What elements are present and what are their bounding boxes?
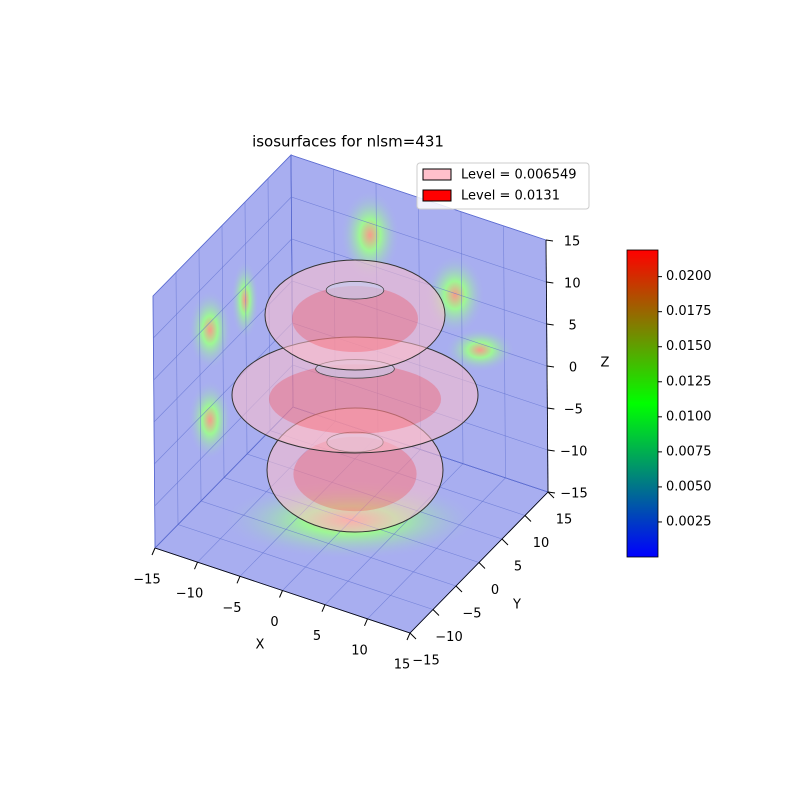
isosurface-inner — [293, 436, 417, 512]
isosurface-inner — [292, 286, 418, 352]
colorbar-tick-label: 0.0125 — [666, 374, 712, 389]
y-axis-label: Y — [512, 598, 521, 613]
x-tick — [279, 590, 283, 598]
grid-line — [153, 238, 547, 381]
x-tick-label: −10 — [176, 587, 203, 602]
x-tick-label: −15 — [133, 573, 160, 588]
y-tick-label: 5 — [514, 560, 522, 575]
colorbar-tick-label: 0.0175 — [666, 304, 712, 319]
y-tick-label: 10 — [533, 536, 550, 551]
y-tick — [547, 491, 555, 499]
grid-line — [152, 154, 547, 297]
contour-blob — [231, 260, 259, 340]
colorbar-tick-label: 0.0050 — [666, 479, 712, 494]
colorbar-tick-label: 0.0100 — [666, 409, 712, 424]
legend-swatch — [422, 189, 452, 202]
x-tick — [194, 561, 198, 570]
colorbar-tick-label: 0.0150 — [666, 339, 712, 354]
y-tick — [432, 609, 440, 616]
z-tick-label: −5 — [564, 403, 583, 418]
y-tick-label: −15 — [412, 654, 439, 669]
x-tick — [321, 604, 326, 612]
x-tick — [236, 576, 241, 584]
legend-swatch — [422, 168, 452, 181]
contour-blob — [445, 328, 515, 372]
y-tick — [524, 515, 532, 522]
z-tick-label: 0 — [569, 361, 577, 376]
z-tick-label: −15 — [560, 487, 587, 502]
z-tick-label: −10 — [560, 445, 587, 460]
z-tick-label: 15 — [564, 235, 581, 250]
z-tick-label: 10 — [564, 277, 581, 292]
grid-line — [153, 196, 547, 339]
x-tick — [151, 547, 156, 556]
z-tick — [547, 491, 556, 494]
legend-label: Level = 0.0131 — [461, 189, 560, 204]
y-tick — [501, 538, 509, 546]
contour-blob — [188, 290, 232, 370]
z-tick — [546, 323, 554, 326]
y-tick — [409, 632, 417, 640]
chart-title: isosurfaces for nlsm=431 — [252, 133, 444, 151]
y-tick-label: −10 — [435, 630, 462, 645]
x-axis-label: X — [256, 638, 265, 653]
legend-label: Level = 0.006549 — [461, 168, 577, 183]
z-axis-label: Z — [601, 356, 610, 371]
torus-hole — [325, 281, 385, 300]
x-tick-label: 10 — [351, 643, 368, 658]
y-tick-label: 0 — [491, 583, 499, 598]
y-tick — [478, 562, 486, 569]
colorbar-tick-label: 0.0200 — [666, 269, 712, 284]
y-tick-label: 15 — [556, 513, 573, 528]
z-tick — [546, 365, 555, 368]
colorbar-tick-label: 0.0075 — [666, 444, 712, 459]
isosurface — [264, 259, 446, 371]
x-tick-label: 15 — [394, 658, 411, 673]
contour-blob — [188, 380, 232, 460]
y-tick — [455, 585, 463, 593]
z-tick — [547, 407, 555, 410]
legend-box — [416, 162, 590, 210]
y-tick-label: −5 — [462, 607, 481, 622]
isosurface-inner — [268, 364, 442, 434]
x-tick-label: 5 — [313, 629, 321, 644]
z-tick — [547, 449, 555, 452]
x-tick — [406, 632, 411, 641]
x-tick-label: −5 — [222, 601, 241, 616]
x-tick — [364, 618, 368, 627]
x-tick-label: 0 — [270, 615, 278, 630]
colorbar-tick-label: 0.0025 — [666, 514, 712, 529]
z-tick — [546, 281, 554, 284]
contour-blob — [340, 190, 400, 280]
colorbar — [626, 249, 659, 558]
z-tick — [545, 239, 554, 242]
z-tick-label: 5 — [569, 319, 577, 334]
